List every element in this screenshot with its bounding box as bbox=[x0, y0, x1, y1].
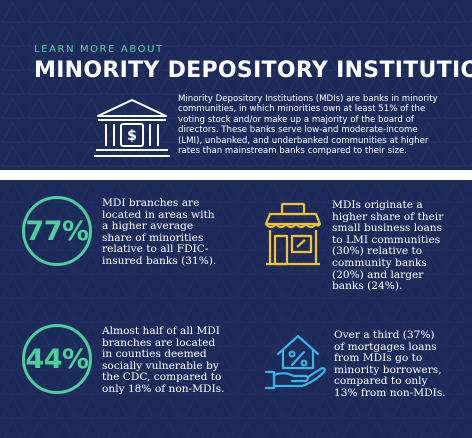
intro-line: voting stock and/or make up a majority o… bbox=[178, 114, 414, 125]
intro-paragraph: Minority Depository Institutions (MDIs) … bbox=[178, 94, 438, 156]
house-in-hand-percent-icon bbox=[264, 334, 326, 390]
stat-circle-44: 44% bbox=[22, 324, 92, 394]
stat-line: relative to all FDIC- bbox=[102, 243, 209, 256]
header-panel: LEARN MORE ABOUT MINORITY DEPOSITORY INS… bbox=[0, 0, 472, 170]
stat-line: 13% from non-MDIs. bbox=[334, 386, 446, 399]
intro-line: Minority Depository Institutions (MDIs) … bbox=[178, 94, 438, 104]
stat-line: small business loans bbox=[332, 222, 443, 235]
stat-line: a higher average bbox=[102, 220, 194, 233]
stat-line: insured banks (31%). bbox=[102, 254, 217, 267]
stat-line: compared to only bbox=[334, 375, 428, 388]
stat-line: branches are located bbox=[102, 336, 216, 349]
stat-line: higher share of their bbox=[332, 210, 444, 223]
eyebrow-label: LEARN MORE ABOUT bbox=[34, 44, 164, 55]
stat-line: to LMI communities bbox=[332, 233, 441, 246]
svg-text:$: $ bbox=[127, 128, 137, 144]
intro-line: (LMI), unbanked, and underbanked communi… bbox=[178, 135, 429, 146]
stat-line: Almost half of all MDI bbox=[102, 325, 220, 337]
stat-circle-77: 77% bbox=[22, 196, 92, 266]
stat-line: community banks bbox=[332, 256, 427, 269]
stat-value: 44% bbox=[25, 343, 89, 375]
intro-line: directors. These banks serve low-and mod… bbox=[178, 125, 418, 136]
stat-description: Almost half of all MDI branches are loca… bbox=[102, 325, 252, 396]
stat-description: MDIs originate a higher share of their s… bbox=[332, 199, 468, 293]
triangle-pattern bbox=[0, 0, 472, 170]
stat-value: 77% bbox=[25, 215, 89, 247]
stat-line: from MDIs go to bbox=[334, 352, 423, 365]
stat-line: Over a third (37%) bbox=[334, 329, 435, 341]
stat-line: MDI branches are bbox=[102, 197, 200, 209]
bank-building-icon: $ bbox=[94, 99, 170, 157]
stat-line: the CDC, compared to bbox=[102, 371, 222, 384]
intro-line: rates than mainstream banks compared to … bbox=[178, 146, 408, 157]
stat-line: located in areas with bbox=[102, 208, 215, 221]
page-title: MINORITY DEPOSITORY INSTITUTIONS bbox=[34, 58, 472, 83]
stats-panel: 77% MDI branches are located in areas wi… bbox=[0, 180, 472, 438]
stat-line: socially vulnerable by bbox=[102, 359, 219, 372]
stat-description: Over a third (37%) of mortgages loans fr… bbox=[334, 329, 470, 400]
intro-line: communities, in which minorities own at … bbox=[178, 104, 426, 115]
stat-line: of mortgages loans bbox=[334, 340, 437, 353]
stat-line: share of minorities bbox=[102, 231, 204, 244]
stat-line: MDIs originate a bbox=[332, 199, 423, 211]
stat-line: (30%) relative to bbox=[332, 245, 423, 258]
stat-line: banks (24%). bbox=[332, 280, 403, 293]
stat-description: MDI branches are located in areas with a… bbox=[102, 197, 250, 268]
storefront-icon bbox=[264, 202, 322, 266]
stat-line: in counties deemed bbox=[102, 348, 207, 361]
stat-line: minority borrowers, bbox=[334, 363, 442, 376]
stat-line: (20%) and larger bbox=[332, 268, 424, 281]
stat-line: only 18% of non-MDIs. bbox=[102, 382, 225, 395]
